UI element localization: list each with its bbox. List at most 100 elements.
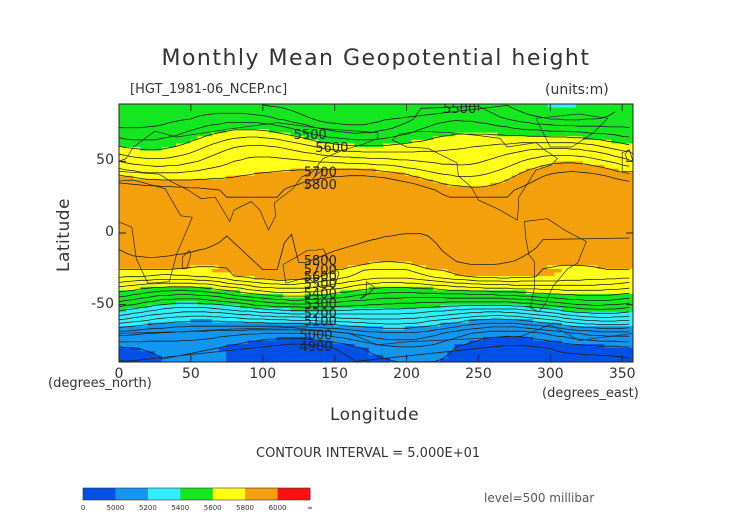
heat-cell [190,258,199,263]
heat-cell [311,286,320,291]
heat-cell [411,326,420,331]
heat-cell [361,139,370,145]
heat-cell [318,143,327,148]
heat-cell [311,161,320,166]
heat-cell [390,272,399,277]
heat-cell [418,121,427,127]
heat-cell [590,225,598,231]
heat-cell [290,190,299,195]
heat-cell [361,351,370,356]
heat-cell [461,286,470,291]
heat-cell [575,175,584,180]
heat-cell [340,261,349,266]
heat-cell [533,143,541,148]
heat-cell [211,322,220,327]
heat-cell [583,315,591,320]
heat-cell [433,233,441,238]
heat-cell [254,254,263,259]
heat-cell [540,351,548,356]
heat-cell [297,340,306,345]
heat-cell [119,233,127,238]
heat-cell [204,200,213,205]
heat-cell [475,139,484,145]
heat-cell [276,164,284,170]
heat-cell [161,200,170,205]
heat-cell [283,114,291,119]
heat-cell [397,182,406,188]
heat-cell [161,182,170,188]
heat-cell [347,193,356,198]
heat-cell [311,179,320,184]
heat-cell [254,111,263,116]
heat-cell [404,154,413,159]
heat-cell [340,236,349,241]
heat-cell [304,233,313,238]
heat-cell [119,340,127,345]
heat-cell [397,207,406,213]
heat-cell [190,243,199,248]
heat-cell [254,193,263,198]
heat-cell [197,258,206,263]
heat-cell [440,315,448,320]
heat-cell [333,233,341,238]
heat-cell [254,147,263,152]
heat-cell [490,290,498,295]
heat-cell [168,157,177,162]
heat-cell [568,211,577,216]
heat-cell [425,118,434,123]
heat-cell [197,114,206,119]
heat-cell [254,132,263,137]
heat-cell [340,182,349,188]
heat-cell [254,172,263,177]
heat-cell [233,247,241,252]
heat-cell [297,243,306,248]
heat-cell [318,236,327,241]
heat-cell [468,121,477,127]
heat-cell [511,121,520,127]
heat-cell [361,283,370,288]
heat-cell [540,118,548,123]
heat-cell [440,164,448,170]
heat-cell [590,268,598,274]
heat-cell [254,129,263,134]
heat-cell [454,161,463,166]
heat-cell [140,204,149,209]
heat-cell [283,347,291,352]
heat-cell [433,179,441,184]
heat-cell [247,175,256,180]
heat-cell [147,218,156,223]
heat-cell [126,147,134,152]
heat-cell [497,243,506,248]
heat-cell [376,211,384,216]
heat-cell [276,240,284,245]
heat-cell [411,104,420,109]
heat-cell [540,182,548,188]
heat-cell [440,111,448,116]
heat-cell [311,190,320,195]
heat-cell [297,143,306,148]
heat-cell [211,143,220,148]
heat-cell [490,154,498,159]
heat-cell [411,218,420,223]
heat-cell [504,258,513,263]
heat-cell [475,182,484,188]
heat-cell [119,172,127,177]
heat-cell [354,197,363,202]
heat-cell [540,215,548,220]
heat-cell [176,200,184,205]
heat-cell [468,236,477,241]
heat-cell [497,179,506,184]
heat-cell [283,218,291,223]
heat-cell [440,211,448,216]
heat-cell [240,322,249,327]
heat-cell [211,272,220,277]
heat-cell [483,340,491,345]
heat-cell [404,197,413,202]
heat-cell [247,107,256,112]
heat-cell [140,308,149,313]
heat-cell [547,207,556,213]
heat-cell [218,172,227,177]
heat-cell [597,175,606,180]
heat-cell [575,125,584,130]
heat-cell [119,286,127,291]
